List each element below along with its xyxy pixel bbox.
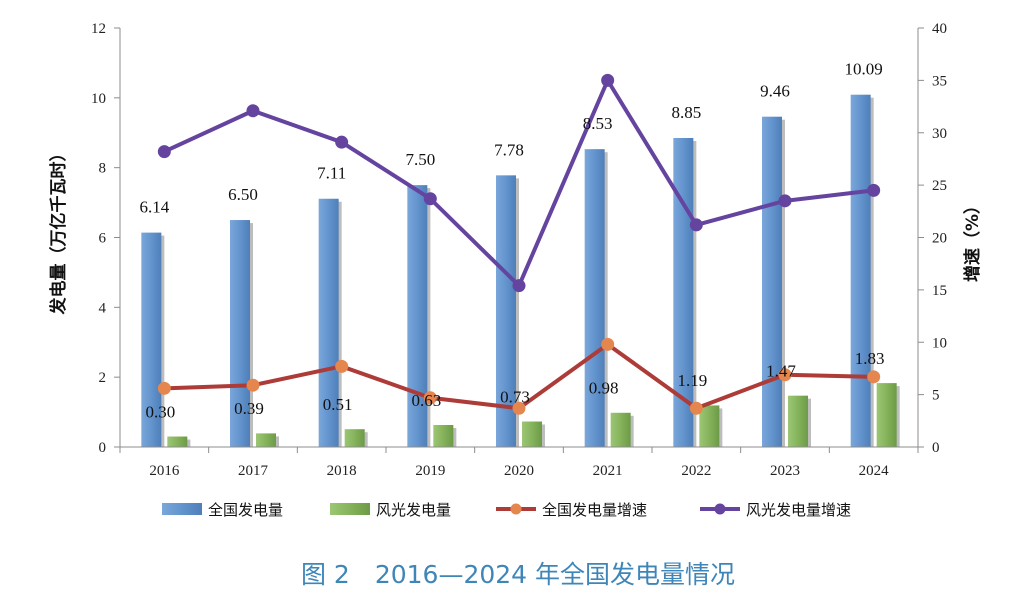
point-national-growth-2022 — [689, 401, 703, 415]
point-wind-solar-growth-2017 — [246, 104, 260, 118]
legend-wind-solar-swatch — [330, 503, 370, 515]
bar-wind-solar-2016 — [167, 436, 188, 447]
bar-national-2024 — [850, 94, 871, 448]
point-wind-solar-growth-2019 — [423, 192, 437, 206]
x-tick-label: 2019 — [415, 463, 445, 479]
data-label-national: 6.14 — [139, 198, 169, 217]
point-wind-solar-growth-2022 — [689, 218, 703, 232]
y2-tick-label: 0 — [932, 440, 940, 456]
point-national-growth-2019 — [423, 391, 437, 405]
x-tick-label: 2018 — [327, 463, 357, 479]
bar-wind-solar-2017 — [256, 433, 276, 447]
legend: 全国发电量 风光发电量 全国发电量增速 风光发电量增速 — [162, 501, 851, 519]
figure-caption: 图 2 2016—2024 年全国发电量情况 — [301, 560, 735, 589]
y-tick-label: 10 — [91, 91, 106, 107]
data-label-wind-solar: 1.19 — [677, 371, 707, 390]
bar-wind-solar-2018 — [344, 429, 365, 447]
y-tick-label: 4 — [99, 300, 107, 316]
legend-wind-solar-label: 风光发电量 — [376, 501, 451, 519]
legend-national-growth-label: 全国发电量增速 — [542, 501, 647, 519]
bar-wind-solar-2020 — [522, 421, 542, 447]
bar-national-2021 — [584, 149, 605, 447]
bar-national-2020 — [496, 175, 516, 447]
x-tick-label: 2022 — [681, 463, 711, 479]
x-tick-label: 2017 — [238, 463, 269, 479]
point-wind-solar-growth-2018 — [335, 135, 349, 149]
y2-axis-title: 增速（%） — [962, 197, 983, 282]
legend-wind-solar-growth-label: 风光发电量增速 — [746, 501, 851, 519]
data-label-national: 10.09 — [845, 60, 883, 79]
bar-wind-solar-2024 — [876, 383, 897, 447]
y-tick-label: 6 — [99, 231, 107, 247]
data-label-national: 9.46 — [760, 82, 790, 101]
legend-wind-solar-growth-marker — [714, 503, 726, 515]
bar-wind-solar-2021 — [610, 412, 631, 447]
x-tick-label: 2016 — [149, 463, 180, 479]
point-national-growth-2023 — [778, 368, 792, 382]
y2-tick-label: 5 — [932, 388, 940, 404]
y2-tick-label: 30 — [932, 126, 947, 142]
data-label-wind-solar: 1.83 — [855, 349, 885, 368]
y2-tick-label: 35 — [932, 73, 947, 89]
y2-tick-label: 25 — [932, 178, 947, 194]
point-national-growth-2017 — [246, 378, 260, 392]
x-tick-label: 2023 — [770, 463, 800, 479]
y2-tick-label: 15 — [932, 283, 947, 299]
legend-national-growth-marker — [510, 503, 522, 515]
point-wind-solar-growth-2020 — [512, 279, 526, 293]
x-tick-label: 2024 — [859, 463, 890, 479]
data-label-national: 7.50 — [405, 150, 435, 169]
y-tick-label: 0 — [99, 440, 107, 456]
point-wind-solar-growth-2021 — [601, 73, 615, 87]
y-tick-label: 8 — [99, 161, 107, 177]
data-label-wind-solar: 1.47 — [766, 361, 796, 380]
y2-tick-label: 10 — [932, 335, 947, 351]
point-national-growth-2016 — [157, 381, 171, 395]
legend-national-label: 全国发电量 — [208, 501, 283, 519]
bar-national-2019 — [407, 185, 428, 447]
point-wind-solar-growth-2023 — [778, 194, 792, 208]
point-national-growth-2021 — [601, 337, 615, 351]
point-wind-solar-growth-2024 — [867, 183, 881, 197]
data-label-national: 8.53 — [583, 114, 613, 133]
point-wind-solar-growth-2016 — [157, 145, 171, 159]
bar-wind-solar-2019 — [433, 425, 454, 447]
bar-wind-solar-2023 — [788, 395, 808, 447]
legend-national-swatch — [162, 503, 202, 515]
lines-layer — [157, 73, 881, 415]
bar-national-2023 — [762, 116, 782, 448]
data-label-national: 7.11 — [317, 164, 346, 183]
y2-tick-label: 20 — [932, 231, 947, 247]
data-label-national: 8.85 — [671, 103, 701, 122]
data-label-national: 6.50 — [228, 185, 258, 204]
x-tick-label: 2021 — [593, 463, 623, 479]
y-axis-title: 发电量（万亿千瓦时） — [48, 145, 69, 316]
data-label-wind-solar: 0.73 — [500, 387, 530, 406]
point-national-growth-2024 — [867, 370, 881, 384]
data-label-wind-solar: 0.30 — [145, 402, 175, 421]
x-tick-label: 2020 — [504, 463, 534, 479]
bar-national-2016 — [141, 232, 162, 447]
bar-national-2018 — [318, 198, 339, 447]
data-labels-layer: 6.14 6.50 7.11 7.50 7.78 8.53 8.85 9.46 10.09 0.3… — [139, 60, 884, 422]
y2-tick-label: 40 — [932, 21, 947, 37]
bar-national-2017 — [230, 220, 250, 447]
y-tick-label: 12 — [91, 21, 106, 37]
bars-layer — [141, 94, 900, 448]
data-label-wind-solar: 0.98 — [589, 379, 619, 398]
data-label-wind-solar: 0.51 — [323, 395, 353, 414]
data-label-national: 7.78 — [494, 140, 524, 159]
bar-wind-solar-2022 — [699, 405, 720, 447]
point-national-growth-2018 — [335, 359, 349, 373]
point-national-growth-2020 — [512, 401, 526, 415]
y-tick-label: 2 — [99, 370, 107, 386]
data-label-wind-solar: 0.39 — [234, 399, 264, 418]
data-label-wind-solar: 0.63 — [411, 391, 441, 410]
axes-layer: 0 2 4 6 8 10 12 0 5 10 15 20 25 30 35 40 2016 2017 2018 201… — [48, 21, 983, 479]
